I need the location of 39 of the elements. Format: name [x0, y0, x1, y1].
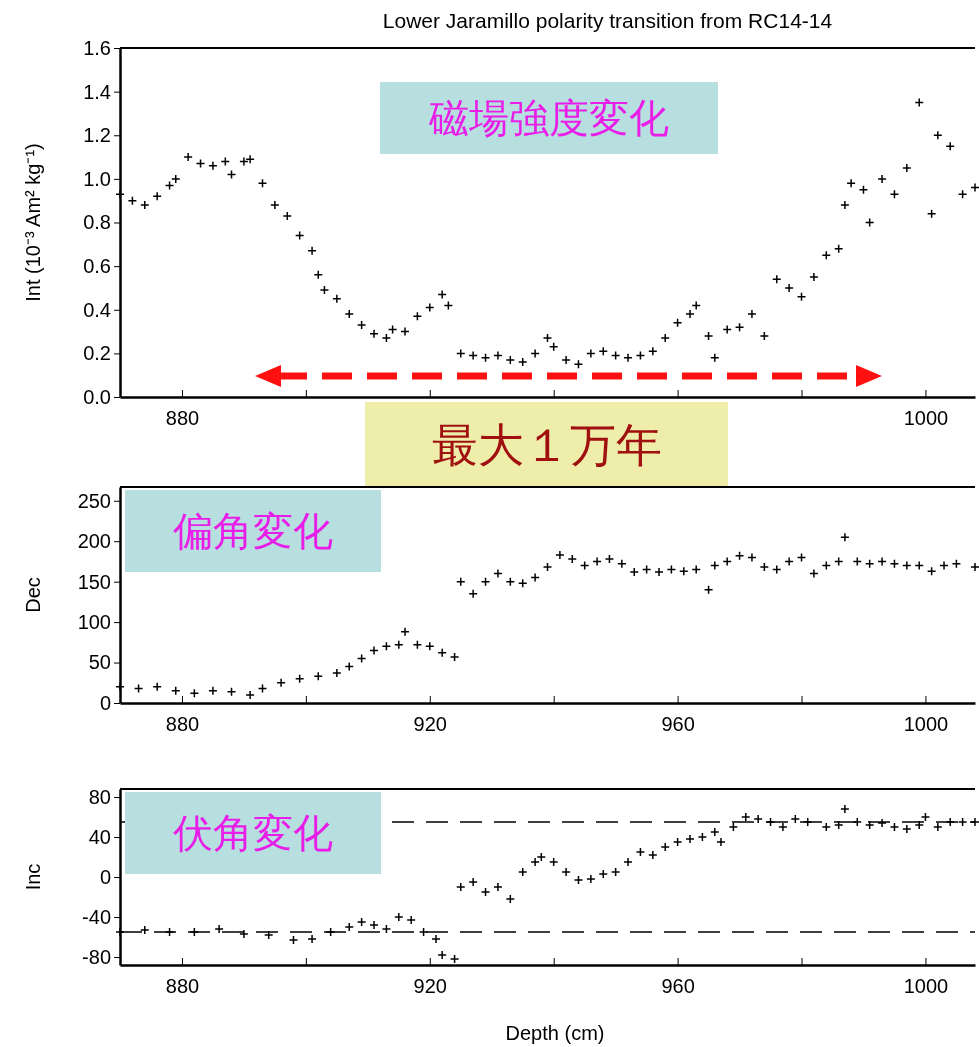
y-tick-label: 150: [77, 570, 111, 593]
text: 最大１万年: [431, 418, 662, 471]
y-tick-label: 0.6: [83, 255, 111, 278]
y-tick-label: 0: [99, 691, 111, 714]
y-tick-label: 50: [88, 651, 111, 674]
x-tick-label: 1000: [903, 713, 949, 736]
x-tick-label: 960: [661, 713, 695, 736]
y-axis-title: Dec: [22, 577, 44, 613]
y-tick-label: 1.4: [83, 80, 111, 103]
y-tick-label: 1.2: [83, 124, 111, 147]
y-tick-label: 100: [77, 611, 111, 633]
x-tick-label: 920: [413, 713, 447, 736]
x-tick-label: 880: [165, 713, 200, 736]
y-tick-label: 0.0: [83, 385, 111, 408]
y-tick-label: -40: [82, 905, 111, 928]
y-tick-label: 1.6: [83, 36, 111, 59]
x-axis-title: Depth (cm): [505, 1022, 605, 1044]
y-tick-label: 40: [88, 825, 111, 848]
x-tick-label: 920: [413, 975, 447, 998]
y-axis-title: Int (10⁻³ Am² kg⁻¹): [22, 143, 44, 302]
x-tick-label: 1000: [903, 975, 949, 998]
annotation: 伏角変化: [173, 811, 333, 856]
y-axis-title: Inc: [22, 863, 44, 891]
y-tick-label: 250: [77, 489, 111, 512]
y-tick-label: 80: [88, 785, 111, 808]
x-tick-label: 880: [165, 975, 200, 998]
x-tick-label: 880: [165, 407, 200, 430]
y-tick-label: 200: [77, 530, 111, 553]
chart-title: Lower Jaramillo polarity transition from RC14-14: [382, 9, 833, 32]
annotation: 磁場強度変化: [428, 96, 669, 141]
y-tick-label: 0: [99, 865, 111, 888]
y-tick-label: 0.8: [83, 211, 111, 234]
annotation: 偏角変化: [173, 509, 333, 554]
x-tick-label: 960: [661, 975, 695, 998]
y-tick-label: 0.4: [83, 298, 111, 321]
x-tick-label: 1000: [903, 407, 949, 430]
y-tick-label: 1.0: [83, 167, 111, 190]
y-tick-label: 0.2: [83, 342, 111, 365]
y-tick-label: -80: [82, 945, 111, 968]
